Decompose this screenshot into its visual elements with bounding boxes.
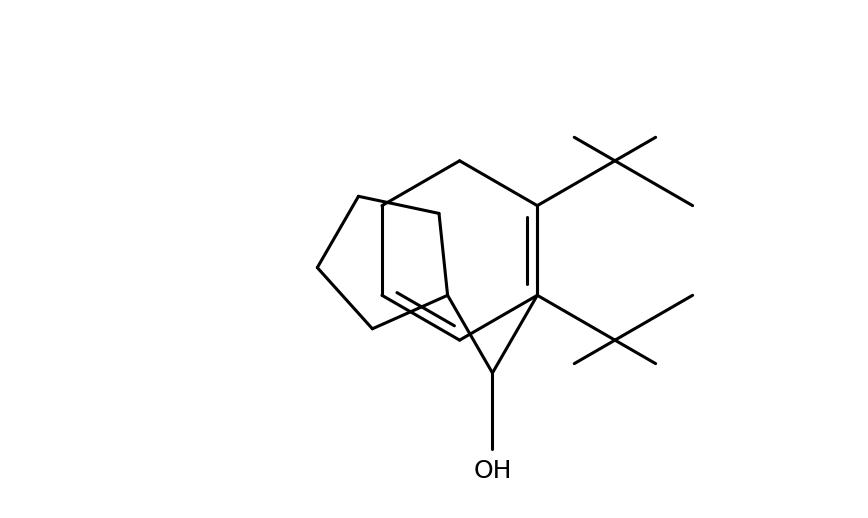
Text: OH: OH: [473, 459, 512, 483]
